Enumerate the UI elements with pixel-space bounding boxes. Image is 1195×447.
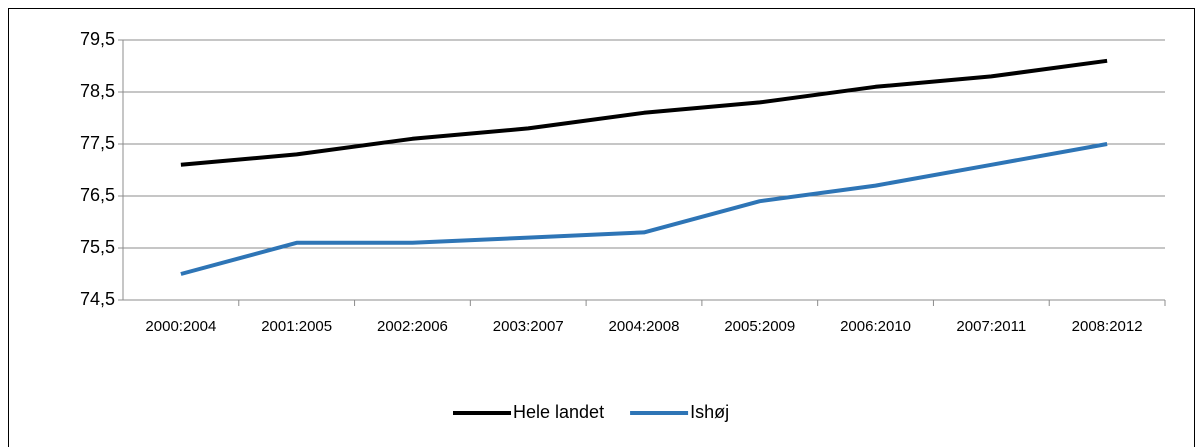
x-tick-label: 2004:2008 — [609, 318, 680, 335]
y-tick-label: 78,5 — [80, 81, 115, 101]
y-tick-label: 79,5 — [80, 29, 115, 49]
x-tick-label: 2008:2012 — [1072, 318, 1143, 335]
x-tick-label: 2007:2011 — [956, 318, 1026, 335]
x-tick-label: 2005:2009 — [724, 318, 795, 335]
legend-label: Hele landet — [513, 402, 604, 422]
series-line — [180, 58, 1108, 167]
y-tick-label: 77,5 — [80, 133, 115, 153]
x-tick-label: 2002:2006 — [377, 318, 448, 335]
y-tick-label: 75,5 — [80, 237, 115, 257]
series-line — [180, 142, 1108, 276]
x-tick-label: 2001:2005 — [261, 318, 332, 335]
x-tick-label: 2003:2007 — [493, 318, 564, 335]
legend-label: Ishøj — [690, 402, 729, 422]
x-tick-label: 2006:2010 — [840, 318, 911, 335]
x-tick-label: 2000:2004 — [145, 318, 216, 335]
y-tick-label: 76,5 — [80, 185, 115, 205]
y-tick-label: 74,5 — [80, 289, 115, 309]
